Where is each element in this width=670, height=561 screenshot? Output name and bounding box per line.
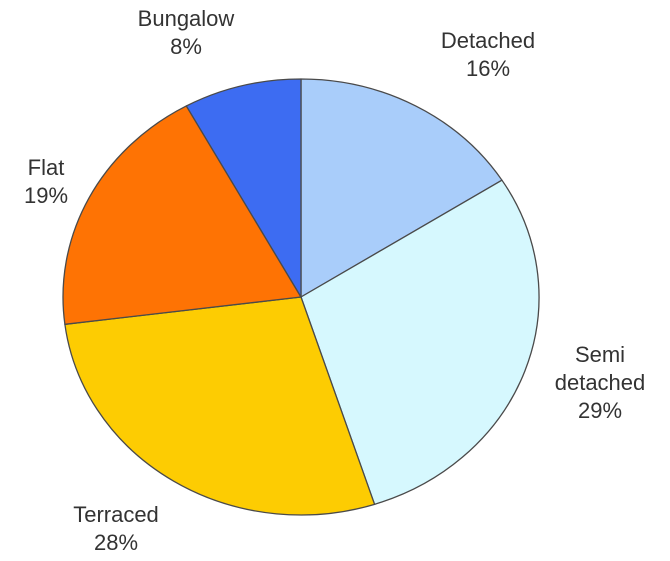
pie-slices	[63, 79, 539, 515]
slice-percent: 8%	[170, 34, 202, 59]
slice-name: Terraced	[73, 502, 159, 527]
slice-percent: 28%	[94, 530, 138, 555]
slice-name: Detached	[441, 28, 535, 53]
slice-name: Flat	[28, 155, 65, 180]
slice-percent: 16%	[466, 56, 510, 81]
slice-label-semi-detached: Semi detached 29%	[555, 342, 646, 423]
slice-label-terraced: Terraced 28%	[73, 502, 159, 555]
slice-name: Bungalow	[138, 6, 235, 31]
slice-name: Semi	[575, 342, 625, 367]
slice-label-flat: Flat 19%	[24, 155, 68, 208]
slice-percent: 19%	[24, 183, 68, 208]
slice-name: detached	[555, 370, 646, 395]
slice-label-bungalow: Bungalow 8%	[138, 6, 235, 59]
slice-percent: 29%	[578, 398, 622, 423]
slice-label-detached: Detached 16%	[441, 28, 535, 81]
